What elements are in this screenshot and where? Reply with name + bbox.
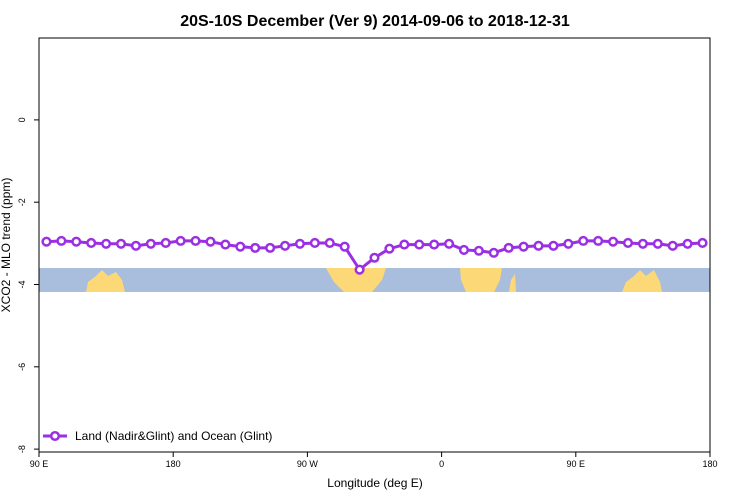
- data-point: [279, 240, 291, 251]
- x-axis-label: Longitude (deg E): [327, 476, 422, 490]
- data-point: [593, 235, 604, 246]
- data-point: [622, 237, 634, 248]
- data-point: [399, 239, 410, 250]
- data-point: [56, 235, 67, 246]
- y-tick-label: -4: [17, 280, 27, 288]
- data-point: [518, 241, 529, 252]
- x-tick-label: 180: [702, 459, 717, 469]
- data-point: [115, 238, 127, 249]
- data-point: [205, 236, 216, 247]
- data-point: [473, 245, 484, 256]
- plot-frame: [38, 37, 711, 453]
- data-point: [637, 238, 648, 249]
- legend-label: Land (Nadir&Glint) and Ocean (Glint): [75, 429, 272, 443]
- data-point: [697, 237, 708, 248]
- data-point: [101, 238, 112, 249]
- data-point: [444, 238, 455, 249]
- x-tick-label: 0: [439, 459, 444, 469]
- data-point: [488, 247, 499, 258]
- data-point: [235, 241, 246, 252]
- y-tick-label: -8: [17, 445, 27, 453]
- land-shapes: [86, 268, 662, 292]
- data-point: [533, 240, 544, 251]
- data-point: [175, 235, 186, 246]
- x-tick-label: 180: [166, 459, 181, 469]
- data-point: [220, 239, 231, 250]
- data-point: [414, 239, 425, 250]
- data-point: [503, 242, 514, 253]
- data-point: [309, 237, 320, 248]
- x-tick-label: 90 W: [297, 459, 319, 469]
- data-point: [86, 237, 97, 248]
- data-point: [190, 235, 201, 246]
- data-point: [71, 236, 82, 247]
- y-tick-label: -6: [17, 363, 27, 371]
- y-tick-label: -2: [17, 198, 27, 206]
- data-point: [294, 238, 305, 249]
- data-point: [429, 239, 440, 250]
- data-point: [667, 240, 678, 251]
- chart-title: 20S-10S December (Ver 9) 2014-09-06 to 2…: [180, 13, 570, 30]
- legend-marker: [49, 430, 61, 442]
- data-point: [324, 237, 335, 248]
- data-point: [354, 264, 365, 275]
- data-point: [160, 237, 171, 248]
- y-axis-label: XCO2 - MLO trend (ppm): [0, 178, 13, 313]
- data-point: [608, 236, 619, 247]
- data-point: [41, 236, 52, 247]
- data-point: [578, 235, 589, 246]
- y-tick-label: 0: [17, 117, 27, 122]
- data-point: [339, 241, 350, 252]
- data-point: [369, 252, 380, 263]
- data-point: [384, 243, 395, 254]
- data-point: [548, 240, 559, 251]
- data-point: [652, 238, 663, 249]
- data-point: [458, 244, 470, 255]
- data-point: [130, 240, 141, 251]
- x-tick-label: 90 E: [567, 459, 586, 469]
- data-point: [145, 238, 156, 249]
- data-point: [265, 242, 276, 253]
- data-point: [563, 238, 574, 249]
- x-tick-label: 90 E: [30, 459, 49, 469]
- data-point: [250, 242, 261, 253]
- data-point: [682, 238, 693, 249]
